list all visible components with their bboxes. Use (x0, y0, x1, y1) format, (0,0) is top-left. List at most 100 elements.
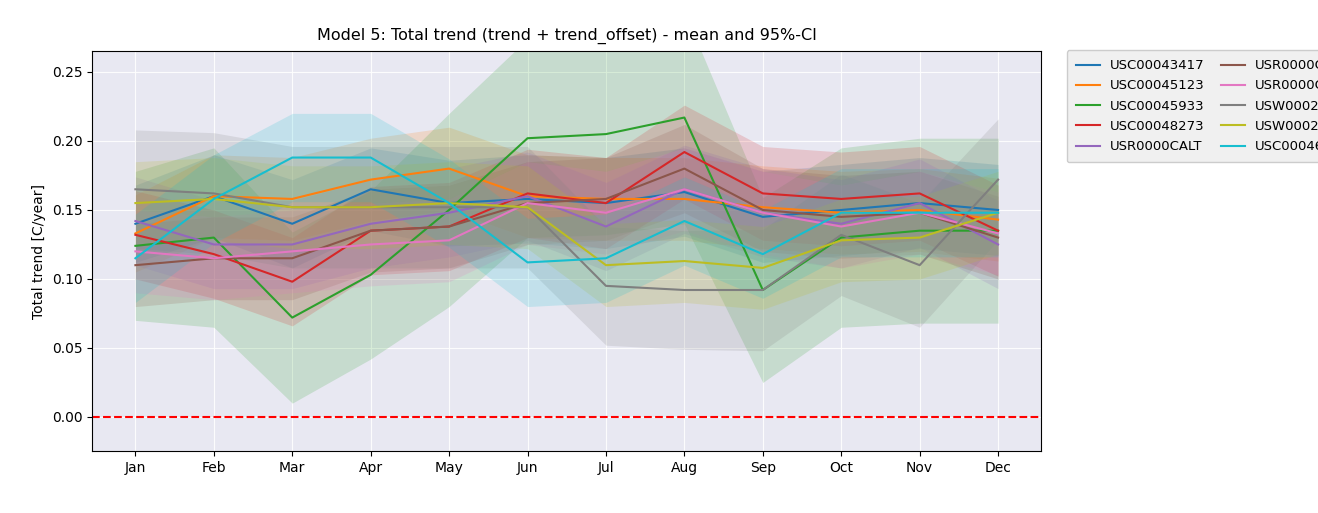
Line: USC00045123: USC00045123 (136, 169, 998, 233)
USC00045123 (755, 204, 771, 210)
USR0000CALT (676, 186, 692, 192)
USC00045123 (442, 166, 457, 172)
USR0000CPOV (362, 242, 378, 248)
USR0000CALT (362, 221, 378, 227)
USR0000CLGA (598, 196, 614, 202)
USR0000CPOV (285, 248, 301, 254)
USC00046646 (442, 200, 457, 206)
USW00023244 (990, 176, 1006, 183)
USC00043417 (912, 200, 928, 206)
USC00048273 (912, 190, 928, 196)
USW00023244 (833, 232, 849, 238)
USR0000CPOV (598, 210, 614, 216)
USC00046646 (676, 218, 692, 224)
USC00046646 (598, 255, 614, 261)
USR0000CLGA (833, 214, 849, 220)
USR0000CALT (598, 224, 614, 230)
USW00023293 (598, 262, 614, 268)
USC00046646 (990, 210, 1006, 216)
USR0000CPOV (833, 224, 849, 230)
USC00045933 (206, 234, 221, 241)
USC00045123 (128, 230, 144, 236)
USC00043417 (442, 200, 457, 206)
Line: USW00023293: USW00023293 (136, 199, 998, 268)
USC00045123 (833, 210, 849, 216)
USR0000CALT (128, 218, 144, 224)
USC00043417 (755, 214, 771, 220)
USC00045933 (442, 207, 457, 213)
USR0000CPOV (519, 200, 535, 206)
USC00043417 (285, 221, 301, 227)
Line: USC00046646: USC00046646 (136, 157, 998, 263)
USR0000CLGA (676, 166, 692, 172)
USR0000CPOV (206, 255, 221, 261)
USW00023293 (676, 258, 692, 264)
USW00023244 (519, 204, 535, 210)
USC00046646 (755, 251, 771, 257)
Legend: USC00043417, USC00045123, USC00045933, USC00048273, USR0000CALT, USR0000CLGA, US: USC00043417, USC00045123, USC00045933, U… (1066, 50, 1318, 163)
USW00023244 (598, 283, 614, 289)
USC00043417 (206, 193, 221, 199)
Line: USC00045933: USC00045933 (136, 117, 998, 318)
USW00023244 (206, 190, 221, 196)
USR0000CLGA (206, 255, 221, 261)
Line: USC00043417: USC00043417 (136, 189, 998, 224)
USR0000CALT (285, 242, 301, 248)
USR0000CALT (912, 200, 928, 206)
USW00023244 (442, 204, 457, 210)
USC00043417 (362, 186, 378, 192)
USC00048273 (990, 228, 1006, 234)
USR0000CPOV (442, 237, 457, 243)
USR0000CLGA (912, 210, 928, 216)
USC00048273 (442, 224, 457, 230)
USC00046646 (128, 255, 144, 261)
USC00045933 (285, 314, 301, 321)
USC00045933 (519, 135, 535, 141)
USC00048273 (676, 149, 692, 155)
Line: USR0000CLGA: USR0000CLGA (136, 169, 998, 265)
USC00045123 (676, 196, 692, 202)
USC00046646 (206, 196, 221, 202)
USC00045123 (362, 176, 378, 183)
Line: USW00023244: USW00023244 (136, 180, 998, 290)
USC00048273 (598, 200, 614, 206)
USW00023293 (206, 196, 221, 202)
USC00048273 (519, 190, 535, 196)
USW00023293 (442, 200, 457, 206)
USC00046646 (285, 154, 301, 161)
USR0000CALT (206, 242, 221, 248)
USC00045933 (755, 287, 771, 293)
Y-axis label: Total trend [C/year]: Total trend [C/year] (32, 184, 46, 319)
USR0000CPOV (912, 210, 928, 216)
USW00023293 (362, 204, 378, 210)
Line: USC00048273: USC00048273 (136, 152, 998, 282)
USR0000CALT (755, 210, 771, 216)
USC00048273 (285, 279, 301, 285)
USC00045933 (990, 228, 1006, 234)
USW00023293 (990, 210, 1006, 216)
USR0000CLGA (128, 262, 144, 268)
USC00043417 (990, 207, 1006, 213)
USR0000CALT (519, 193, 535, 199)
USW00023244 (755, 287, 771, 293)
USR0000CLGA (442, 224, 457, 230)
USC00048273 (206, 251, 221, 257)
USC00043417 (519, 196, 535, 202)
USR0000CALT (990, 242, 1006, 248)
USC00045933 (676, 114, 692, 121)
USC00045123 (912, 207, 928, 213)
USC00043417 (598, 200, 614, 206)
USC00045933 (128, 243, 144, 249)
USW00023293 (519, 204, 535, 210)
USC00048273 (362, 228, 378, 234)
USC00048273 (833, 196, 849, 202)
USC00046646 (833, 210, 849, 216)
USR0000CLGA (285, 255, 301, 261)
USC00045933 (362, 272, 378, 278)
USC00048273 (128, 232, 144, 238)
Line: USR0000CALT: USR0000CALT (136, 189, 998, 245)
USC00043417 (128, 221, 144, 227)
USR0000CPOV (128, 248, 144, 254)
USC00046646 (912, 210, 928, 216)
USC00043417 (676, 189, 692, 195)
